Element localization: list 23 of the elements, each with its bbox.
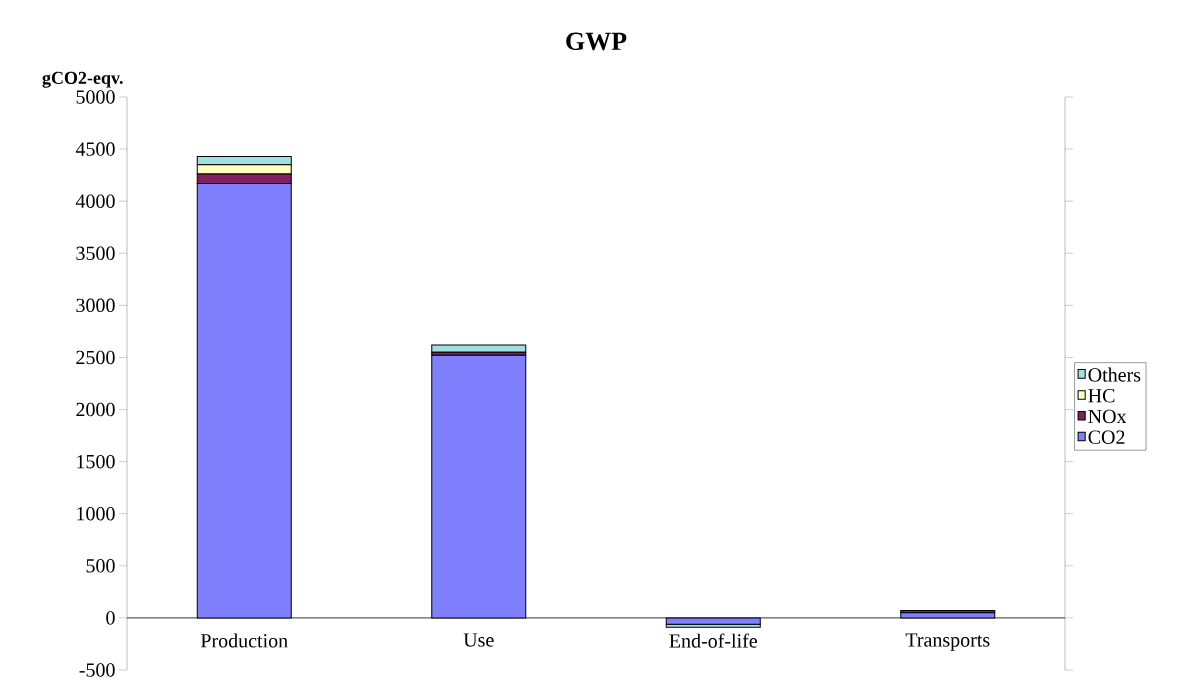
y-tick-label: 4000 [75,194,115,208]
x-tick-label: End-of-life [669,633,757,648]
chart-title: GWP [566,32,627,51]
bar [431,344,527,353]
y-tick-label: 500 [86,559,115,573]
y-tick-label: 2000 [76,402,115,417]
y-tick-label: 2500 [76,350,115,365]
legend-label: Others [1088,367,1141,382]
y-tick-label: 1500 [77,454,115,469]
y-tick-label: 0 [106,611,115,625]
x-tick-label: Transports [905,633,990,651]
legend-label: NOx [1088,409,1127,424]
x-tick-label: Use [463,633,494,647]
legend-label: CO2 [1088,430,1125,444]
y-tick-label: 3500 [76,246,115,261]
y-tick-label: -500 [79,663,115,677]
y-tick-label: 4500 [75,142,115,156]
y-axis-title: gCO2-eqv. [42,71,123,88]
legend-label: HC [1088,389,1115,403]
y-tick-label: 3000 [76,298,115,313]
y-tick-label: 5000 [76,90,115,104]
x-tick-label: Production [200,633,288,648]
y-tick-label: 1000 [77,506,115,521]
